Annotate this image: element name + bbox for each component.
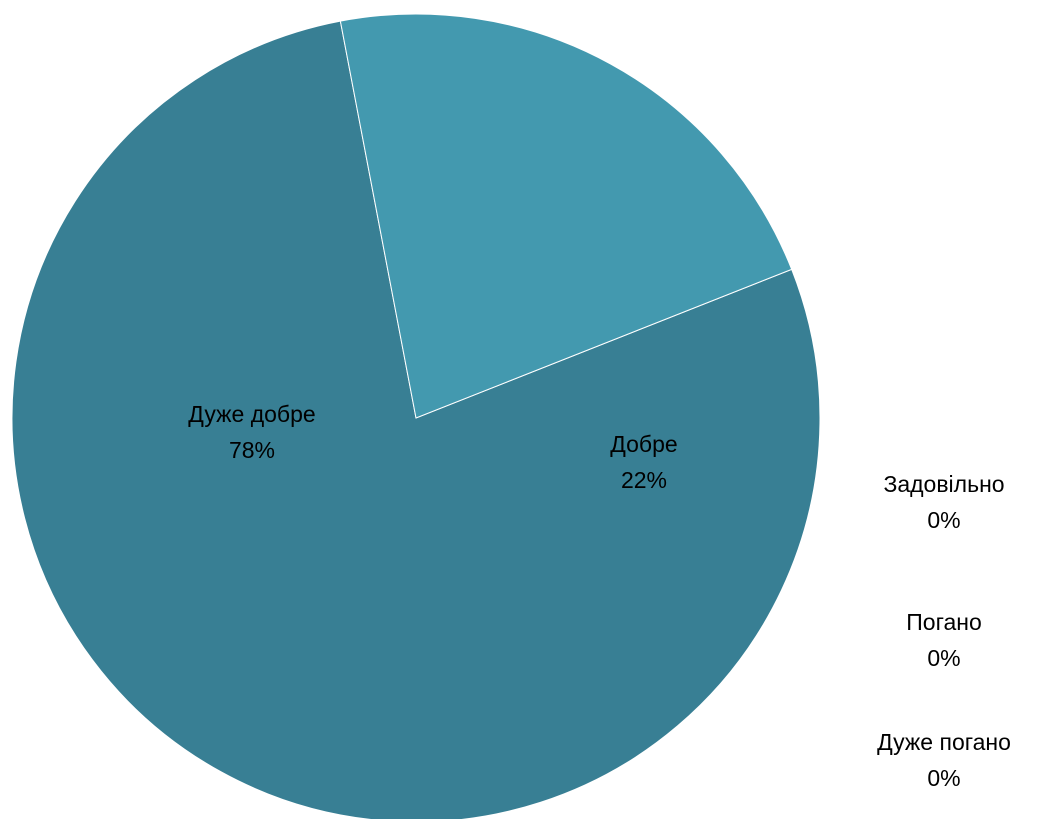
slice-label-1: Дуже добре 78%: [188, 401, 315, 463]
slice-category-label: Дуже погано: [877, 729, 1011, 755]
slice-category-label: Задовільно: [883, 471, 1004, 497]
slice-value-label: 78%: [229, 437, 275, 463]
slice-value-label: 22%: [621, 467, 667, 493]
slice-labels: Дуже добре 78% Добре 22% Задовільно 0% Погано 0…: [188, 401, 1011, 791]
slice-label-3: Задовільно 0%: [883, 471, 1004, 533]
slice-category-label: Погано: [906, 609, 982, 635]
slice-label-5: Дуже погано 0%: [877, 729, 1011, 791]
slice-category-label: Добре: [610, 431, 677, 457]
pie-slice-2: [339, 13, 793, 419]
pie-slice-1: [11, 20, 821, 819]
slice-value-label: 0%: [927, 507, 960, 533]
pie-slices: [11, 13, 821, 819]
slice-label-2: Добре 22%: [610, 431, 677, 493]
slice-value-label: 0%: [927, 645, 960, 671]
slice-value-label: 0%: [927, 765, 960, 791]
slice-label-4: Погано 0%: [906, 609, 982, 671]
slice-category-label: Дуже добре: [188, 401, 315, 427]
